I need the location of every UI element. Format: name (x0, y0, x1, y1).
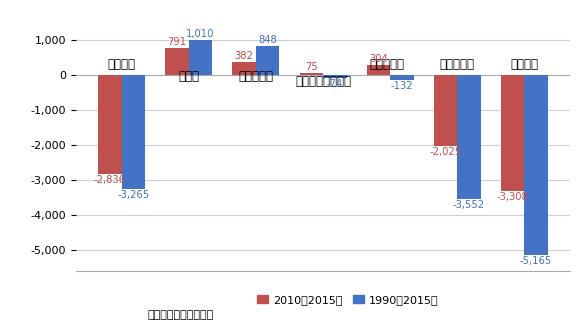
Bar (457, 75, 481, 199)
Bar (165, 48, 189, 75)
Text: 1,010: 1,010 (186, 29, 215, 39)
Text: 304: 304 (369, 53, 388, 64)
Text: 382: 382 (235, 51, 254, 61)
Text: -2,836: -2,836 (94, 175, 126, 185)
Text: -5,165: -5,165 (520, 256, 552, 266)
Bar (232, 62, 256, 75)
Text: 世界全体: 世界全体 (510, 58, 538, 71)
Text: （千ヘクタール／年）: （千ヘクタール／年） (148, 310, 214, 319)
Bar (390, 75, 414, 80)
Text: 791: 791 (168, 37, 187, 47)
Text: 北・中央アメリカ: 北・中央アメリカ (295, 76, 351, 88)
Text: ヨーロッパ: ヨーロッパ (239, 70, 274, 82)
Text: -3,308: -3,308 (497, 192, 528, 202)
Text: -3,552: -3,552 (453, 200, 485, 210)
Text: アフリカ: アフリカ (108, 58, 136, 71)
Bar (434, 75, 457, 146)
Bar (300, 73, 323, 75)
Text: オセアニア: オセアニア (369, 58, 404, 71)
Text: アジア: アジア (178, 70, 199, 82)
Bar (501, 75, 524, 191)
Text: -3,265: -3,265 (118, 190, 150, 200)
Bar (98, 75, 122, 174)
Text: -74: -74 (327, 79, 343, 89)
Bar (256, 46, 279, 75)
Bar (122, 75, 145, 189)
Text: -132: -132 (391, 81, 413, 91)
Bar (189, 40, 212, 75)
Bar (367, 65, 390, 75)
Text: 848: 848 (258, 35, 277, 45)
Text: 南アメリカ: 南アメリカ (440, 58, 475, 71)
Bar (323, 75, 346, 78)
Bar (524, 75, 548, 255)
Text: 75: 75 (305, 62, 318, 72)
Legend: 2010～2015年, 1990～2015年: 2010～2015年, 1990～2015年 (253, 290, 443, 309)
Text: -2,025: -2,025 (430, 147, 462, 157)
